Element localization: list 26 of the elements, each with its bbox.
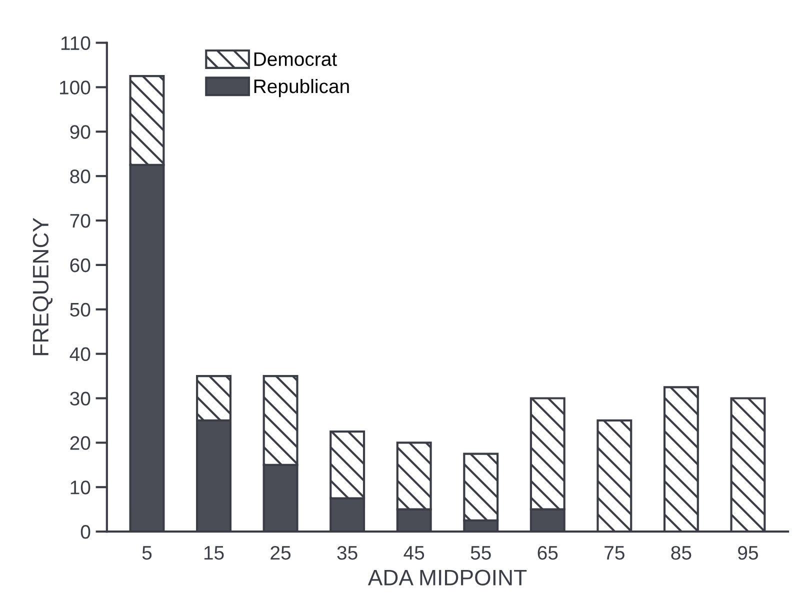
x-tick-label: 25 [270,546,291,560]
x-tick-label: 75 [604,546,624,560]
y-tick-label: 30 [70,392,90,406]
x-tick-label: 85 [671,546,692,560]
x-tick-label: 95 [738,546,758,560]
legend-label: Republican [254,78,349,98]
y-tick-label: 40 [70,347,90,362]
x-tick-label: 15 [204,546,224,560]
x-axis-title: ADA MIDPOINT [368,570,527,586]
y-tick-label: 100 [60,80,90,94]
x-tick-label: 35 [337,546,358,560]
y-tick-label: 70 [70,214,90,228]
legend-label: Democrat [254,52,337,66]
y-tick-label: 110 [61,36,90,50]
y-tick-label: 90 [70,125,90,139]
x-tick-label: 45 [404,546,424,560]
x-tick-label: 55 [470,546,491,560]
y-tick-label: 20 [70,436,90,450]
y-axis-title: FREQUENCY [32,218,53,356]
y-tick-label: 80 [70,170,90,184]
y-tick-label: 60 [70,258,90,272]
y-tick-label: 10 [70,480,90,494]
y-tick-label: 0 [80,525,90,539]
x-tick-label: 65 [538,546,558,560]
y-tick-label: 50 [70,302,90,317]
x-tick-label: 5 [142,546,152,560]
